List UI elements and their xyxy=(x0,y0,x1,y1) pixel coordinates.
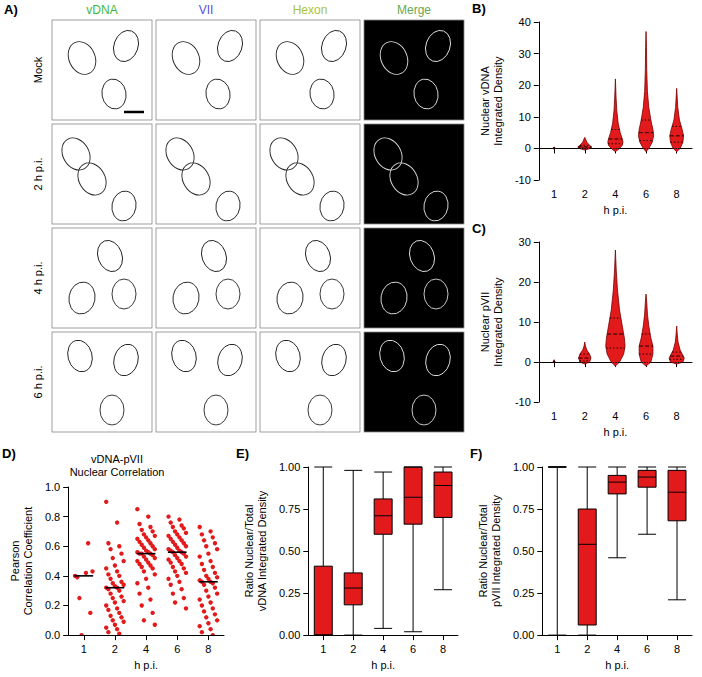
svg-text:1: 1 xyxy=(551,188,557,200)
svg-text:0.00: 0.00 xyxy=(279,629,300,641)
svg-text:-10: -10 xyxy=(515,174,531,186)
svg-text:2: 2 xyxy=(584,643,590,655)
svg-text:A): A) xyxy=(4,2,18,17)
svg-text:vDNA-pVII: vDNA-pVII xyxy=(91,453,143,465)
svg-text:4: 4 xyxy=(614,643,620,655)
svg-text:0.50: 0.50 xyxy=(279,545,300,557)
svg-text:0: 0 xyxy=(525,356,531,368)
svg-text:4: 4 xyxy=(380,643,386,655)
svg-text:0.4: 0.4 xyxy=(45,570,60,582)
svg-text:4: 4 xyxy=(612,188,618,200)
svg-text:h p.i.: h p.i. xyxy=(603,204,627,216)
svg-text:0.25: 0.25 xyxy=(513,587,534,599)
svg-text:h p.i.: h p.i. xyxy=(605,659,629,671)
svg-text:0.00: 0.00 xyxy=(513,629,534,641)
svg-text:Integrated Density: Integrated Density xyxy=(492,277,504,367)
svg-text:vDNA Integrated Density: vDNA Integrated Density xyxy=(256,490,268,611)
svg-text:2: 2 xyxy=(582,410,588,422)
svg-text:8: 8 xyxy=(674,410,680,422)
svg-text:4: 4 xyxy=(612,410,618,422)
svg-text:1.00: 1.00 xyxy=(279,461,300,473)
svg-text:0: 0 xyxy=(525,142,531,154)
svg-text:30: 30 xyxy=(519,236,531,248)
svg-text:8: 8 xyxy=(440,643,446,655)
svg-text:1: 1 xyxy=(320,643,326,655)
svg-text:40: 40 xyxy=(519,16,531,28)
svg-text:pVII Integrated Density: pVII Integrated Density xyxy=(490,495,502,607)
svg-text:1.0: 1.0 xyxy=(45,481,60,493)
svg-text:h p.i.: h p.i. xyxy=(134,659,158,671)
svg-text:-10: -10 xyxy=(515,396,531,408)
svg-text:0.0: 0.0 xyxy=(45,629,60,641)
svg-text:B): B) xyxy=(472,1,486,16)
svg-text:Hexon: Hexon xyxy=(293,3,328,17)
svg-text:Integrated Density: Integrated Density xyxy=(492,56,504,146)
svg-text:Mock: Mock xyxy=(32,56,44,83)
svg-text:8: 8 xyxy=(674,188,680,200)
svg-text:4 h p.i.: 4 h p.i. xyxy=(32,261,44,294)
svg-text:30: 30 xyxy=(519,48,531,60)
svg-text:h p.i.: h p.i. xyxy=(603,426,627,438)
svg-text:0.8: 0.8 xyxy=(45,511,60,523)
svg-text:1.00: 1.00 xyxy=(513,461,534,473)
svg-text:4: 4 xyxy=(143,643,149,655)
svg-text:6: 6 xyxy=(643,188,649,200)
svg-text:6: 6 xyxy=(410,643,416,655)
svg-text:E): E) xyxy=(236,446,249,461)
svg-text:6: 6 xyxy=(644,643,650,655)
svg-text:VII: VII xyxy=(199,3,214,17)
svg-text:Merge: Merge xyxy=(397,3,431,17)
svg-text:Nuclear vDNA: Nuclear vDNA xyxy=(479,66,491,136)
svg-text:Nuclear Correlation: Nuclear Correlation xyxy=(70,466,165,478)
svg-text:6: 6 xyxy=(174,643,180,655)
svg-text:Pearson: Pearson xyxy=(9,541,21,582)
svg-text:6 h p.i.: 6 h p.i. xyxy=(32,365,44,398)
svg-text:D): D) xyxy=(2,446,16,461)
svg-text:0.6: 0.6 xyxy=(45,540,60,552)
svg-text:Ratio Nuclear/Total: Ratio Nuclear/Total xyxy=(477,505,489,598)
svg-text:0.50: 0.50 xyxy=(513,545,534,557)
svg-text:2: 2 xyxy=(350,643,356,655)
svg-text:20: 20 xyxy=(519,79,531,91)
svg-text:10: 10 xyxy=(519,111,531,123)
svg-text:h p.i.: h p.i. xyxy=(371,659,395,671)
svg-text:vDNA: vDNA xyxy=(86,3,117,17)
svg-text:0.2: 0.2 xyxy=(45,599,60,611)
svg-text:8: 8 xyxy=(205,643,211,655)
svg-text:Correlation Coefficient: Correlation Coefficient xyxy=(22,507,34,616)
svg-text:2: 2 xyxy=(112,643,118,655)
svg-text:Nuclear pVII: Nuclear pVII xyxy=(479,292,491,353)
svg-text:0.25: 0.25 xyxy=(279,587,300,599)
svg-text:Ratio Nuclear/Total: Ratio Nuclear/Total xyxy=(243,505,255,598)
svg-text:6: 6 xyxy=(643,410,649,422)
svg-text:8: 8 xyxy=(674,643,680,655)
svg-text:2: 2 xyxy=(582,188,588,200)
svg-text:1: 1 xyxy=(551,410,557,422)
svg-text:0.75: 0.75 xyxy=(279,503,300,515)
svg-text:0.75: 0.75 xyxy=(513,503,534,515)
svg-text:1: 1 xyxy=(554,643,560,655)
svg-text:10: 10 xyxy=(519,316,531,328)
svg-text:F): F) xyxy=(470,446,482,461)
svg-text:1: 1 xyxy=(81,643,87,655)
svg-text:C): C) xyxy=(472,221,486,236)
svg-text:20: 20 xyxy=(519,276,531,288)
svg-text:2 h p.i.: 2 h p.i. xyxy=(32,157,44,190)
